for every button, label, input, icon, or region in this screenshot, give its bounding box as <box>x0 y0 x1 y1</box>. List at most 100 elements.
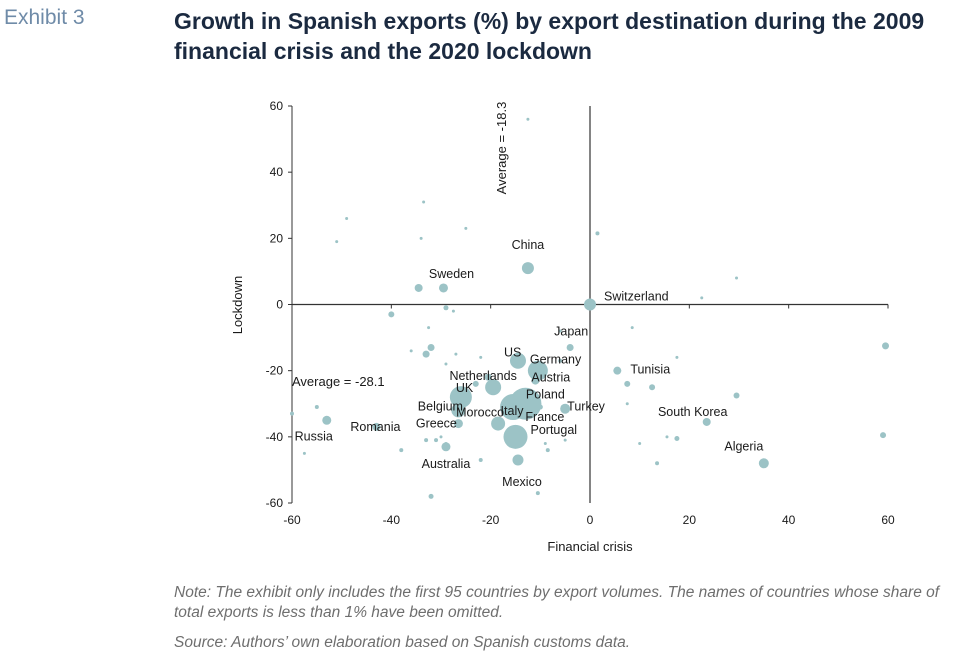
data-point-sweden <box>438 283 448 293</box>
data-point <box>314 405 319 410</box>
data-point <box>414 283 423 292</box>
data-point <box>543 441 547 445</box>
data-point <box>472 380 479 387</box>
y-axis-label: Lockdown <box>230 276 245 335</box>
data-point-netherlands <box>485 379 502 396</box>
data-point <box>733 392 740 399</box>
data-point-china <box>521 262 534 275</box>
data-point <box>624 380 631 387</box>
country-label: China <box>512 238 545 252</box>
data-point-mexico <box>512 454 524 466</box>
data-point <box>409 349 413 353</box>
country-label: Romania <box>350 420 400 434</box>
data-point <box>444 362 448 366</box>
data-point-russia <box>322 415 332 425</box>
data-point <box>563 438 567 442</box>
average-y-annotation: Average = -28.1 <box>292 374 385 389</box>
data-point-turkey <box>560 403 571 414</box>
data-point <box>424 438 429 443</box>
note-text: Note: The exhibit only includes the firs… <box>174 584 940 621</box>
country-label: Poland <box>526 387 565 401</box>
chart-title: Growth in Spanish exports (%) by export … <box>174 8 925 64</box>
x-tick-label: -40 <box>383 513 401 527</box>
country-label: Japan <box>554 325 588 339</box>
data-point <box>302 451 306 455</box>
average-x-annotation: Average = -18.3 <box>494 102 509 195</box>
exhibit-label: Exhibit 3 <box>4 6 85 29</box>
x-tick-label: 20 <box>683 513 697 527</box>
data-point-italy <box>500 394 527 421</box>
country-label: Belgium <box>418 399 463 413</box>
data-point-romania <box>372 422 381 431</box>
data-point-tunisia <box>613 366 622 375</box>
data-point-uk <box>449 386 472 409</box>
data-point-australia <box>441 442 451 452</box>
data-point <box>422 350 430 358</box>
data-point <box>638 441 642 445</box>
data-point <box>558 329 562 333</box>
country-label: South Korea <box>658 405 728 419</box>
scatter-chart: -60 -40 -20 0 20 40 60 -60 -40 -20 0 20 40 60 Financia… <box>230 99 895 554</box>
country-label: Russia <box>295 429 333 443</box>
country-label: Austria <box>531 371 570 385</box>
x-tick-label: -20 <box>482 513 500 527</box>
data-point <box>484 373 492 381</box>
country-label: France <box>525 410 564 424</box>
data-point <box>674 435 680 441</box>
data-point-japan <box>566 344 574 352</box>
data-point <box>880 432 887 439</box>
y-tick-label: -40 <box>266 430 284 444</box>
data-point <box>479 355 483 359</box>
data-point <box>464 226 468 230</box>
data-point-switzerland <box>584 298 596 311</box>
country-label: Sweden <box>429 267 474 281</box>
data-point <box>427 326 431 330</box>
data-point <box>526 117 530 121</box>
country-label: Tunisia <box>630 363 670 377</box>
data-point <box>625 402 629 406</box>
data-point <box>434 438 439 443</box>
data-point <box>735 276 739 280</box>
data-point-belgium <box>451 403 466 418</box>
data-point-south-korea <box>702 417 711 426</box>
y-tick-label: 40 <box>270 165 284 179</box>
data-point <box>439 435 443 439</box>
data-point <box>558 358 563 363</box>
data-point <box>535 491 540 496</box>
y-tick-label: 20 <box>270 231 284 245</box>
data-point <box>700 296 704 300</box>
country-label: Netherlands <box>449 369 516 383</box>
data-point <box>335 240 339 244</box>
y-tick-label: -60 <box>266 496 284 510</box>
country-label: US <box>504 346 521 360</box>
data-point-germany <box>527 360 548 381</box>
data-point <box>419 236 423 240</box>
x-axis-label: Financial crisis <box>547 539 633 554</box>
country-label: Italy <box>501 404 525 418</box>
y-tick-label: 0 <box>276 298 283 312</box>
country-label: Switzerland <box>604 290 669 304</box>
data-point-poland <box>521 389 534 402</box>
country-label: Portugal <box>531 423 578 437</box>
x-tick-label: -60 <box>283 513 301 527</box>
x-tick-label: 60 <box>881 513 895 527</box>
data-point <box>675 355 679 359</box>
data-point <box>630 326 634 330</box>
data-point <box>428 493 434 499</box>
data-point-portugal <box>503 424 528 449</box>
country-label: Australia <box>422 457 471 471</box>
data-point <box>290 411 294 416</box>
country-label: Mexico <box>502 475 542 489</box>
data-point <box>595 231 600 236</box>
country-label: UK <box>456 381 474 395</box>
data-point <box>478 457 483 462</box>
data-point <box>388 311 395 318</box>
country-label: Morocco <box>456 406 504 420</box>
data-point <box>345 216 349 220</box>
data-point <box>665 435 669 439</box>
data-point <box>427 344 435 352</box>
y-tick-label: -20 <box>266 364 284 378</box>
source-text: Source: Authors’ own elaboration based o… <box>174 634 631 651</box>
country-label: Germany <box>530 353 582 367</box>
data-point <box>882 342 890 350</box>
